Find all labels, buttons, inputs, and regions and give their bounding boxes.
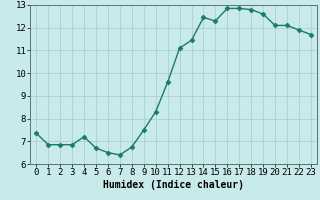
X-axis label: Humidex (Indice chaleur): Humidex (Indice chaleur)	[103, 180, 244, 190]
